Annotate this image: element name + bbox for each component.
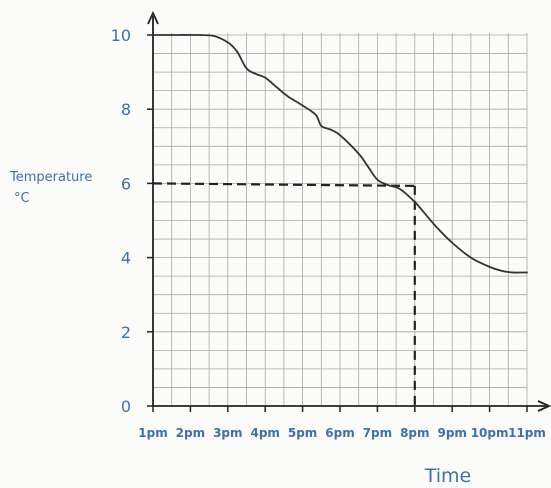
axes <box>147 10 551 412</box>
y-axis-unit: °C <box>14 191 30 206</box>
chart-marks <box>152 34 528 406</box>
y-axis-label: Temperature <box>9 170 92 185</box>
y-tick-label: 8 <box>121 100 131 119</box>
grid-lines <box>153 33 528 406</box>
y-tick-label: 10 <box>111 26 131 45</box>
x-tick-label: 9pm <box>437 426 466 440</box>
y-tick-label: 0 <box>121 397 131 416</box>
x-tick-label: 11pm <box>508 426 546 440</box>
annotation-horizontal-dash <box>152 182 415 187</box>
x-tick-label: 6pm <box>325 426 354 440</box>
x-tick-label: 4pm <box>250 426 279 440</box>
x-tick-label: 5pm <box>288 426 317 440</box>
x-tick-label: 8pm <box>400 426 429 440</box>
y-axis-arrow <box>147 10 159 25</box>
x-axis-label: Time <box>424 465 472 487</box>
tick-labels: 0 2 4 6 8 10 1pm 2pm 3pm 4pm 5pm 6pm 7pm 8pm 9pm 10pm 11… <box>111 26 546 440</box>
x-tick-label: 3pm <box>213 426 242 440</box>
temperature-series-line <box>152 34 528 274</box>
x-tick-label: 7pm <box>363 426 392 440</box>
y-tick-label: 6 <box>121 174 131 193</box>
x-tick-label: 2pm <box>176 426 205 440</box>
y-tick-label: 2 <box>121 323 131 342</box>
x-tick-label: 1pm <box>138 426 167 440</box>
y-tick-label: 4 <box>121 249 131 268</box>
x-axis-arrow <box>537 400 551 412</box>
x-tick-label: 10pm <box>471 426 509 440</box>
